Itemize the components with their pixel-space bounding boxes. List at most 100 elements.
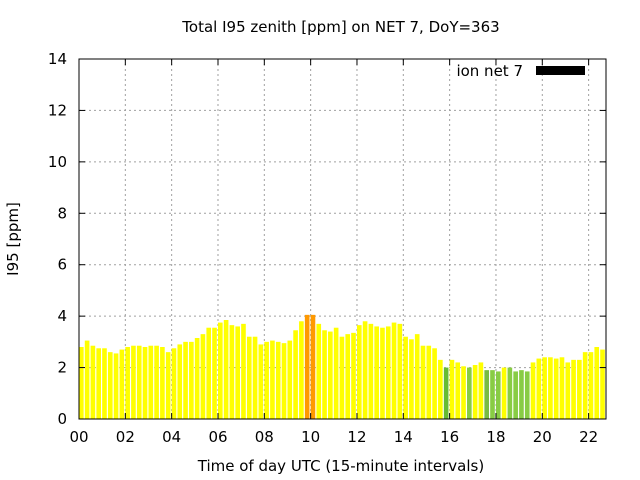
bar xyxy=(339,336,345,419)
y-tick-label: 8 xyxy=(57,204,67,222)
bar xyxy=(310,314,316,419)
bar xyxy=(328,331,333,419)
bar xyxy=(287,340,293,419)
bar xyxy=(548,357,553,419)
bar xyxy=(119,349,125,419)
bar xyxy=(385,326,391,419)
bar xyxy=(206,327,212,419)
bar xyxy=(171,348,177,419)
bar xyxy=(513,371,518,419)
bar xyxy=(432,348,437,419)
bar xyxy=(322,330,327,419)
bar xyxy=(264,341,269,419)
bar xyxy=(501,367,507,419)
bar xyxy=(577,359,582,419)
bar xyxy=(177,344,183,419)
bar xyxy=(241,323,246,419)
bar xyxy=(362,321,368,419)
x-tick-label: 18 xyxy=(486,428,505,446)
bar xyxy=(223,320,229,419)
bar xyxy=(258,344,264,419)
bar xyxy=(189,341,194,419)
bar xyxy=(484,370,490,419)
bar xyxy=(270,340,275,419)
bar xyxy=(438,359,443,419)
bar xyxy=(235,326,240,419)
legend-swatch xyxy=(536,66,585,75)
bar xyxy=(409,339,414,419)
y-tick-label: 4 xyxy=(57,307,67,325)
bars xyxy=(79,314,605,419)
bar xyxy=(420,345,426,419)
bar xyxy=(553,358,559,419)
x-tick-label: 06 xyxy=(208,428,227,446)
x-tick-label: 12 xyxy=(347,428,366,446)
bar xyxy=(125,347,130,419)
bar xyxy=(467,367,472,419)
legend: ion net 7 xyxy=(456,62,585,80)
bar xyxy=(194,338,200,419)
bar xyxy=(316,323,322,419)
bar xyxy=(582,352,588,419)
bar xyxy=(414,334,420,419)
bar xyxy=(588,352,594,419)
bar xyxy=(455,362,461,419)
x-tick-label: 02 xyxy=(116,428,135,446)
x-axis-label: Time of day UTC (15-minute intervals) xyxy=(197,457,484,475)
plot-frame xyxy=(78,58,607,420)
x-tick-label: 00 xyxy=(69,428,88,446)
bar xyxy=(102,348,107,419)
bar xyxy=(84,340,90,419)
bar xyxy=(449,359,455,419)
y-tick-label: 10 xyxy=(48,153,67,171)
bar xyxy=(495,371,501,419)
bar xyxy=(200,334,206,419)
bar xyxy=(374,326,379,419)
bar xyxy=(397,323,403,419)
bar xyxy=(426,345,432,419)
bar xyxy=(472,365,478,419)
bar xyxy=(293,330,298,419)
bar xyxy=(154,345,159,419)
y-tick-label: 14 xyxy=(48,50,67,68)
bar xyxy=(536,358,542,419)
y-tick-label: 2 xyxy=(57,359,67,377)
bar xyxy=(356,325,362,419)
bar xyxy=(351,332,356,419)
bar xyxy=(165,352,171,419)
bar xyxy=(391,322,397,419)
bar xyxy=(478,362,484,419)
bar xyxy=(368,323,374,419)
x-tick-label: 04 xyxy=(162,428,181,446)
bar xyxy=(212,327,217,419)
chart-title: Total I95 zenith [ppm] on NET 7, DoY=363 xyxy=(181,18,499,36)
bar xyxy=(136,345,142,419)
bar xyxy=(594,347,600,419)
y-tick-label: 0 xyxy=(57,410,67,428)
bar xyxy=(600,349,605,419)
bar xyxy=(507,367,513,419)
bar xyxy=(217,322,223,419)
bar xyxy=(107,352,113,419)
bar xyxy=(281,343,287,419)
bar xyxy=(490,370,495,419)
x-tick-label: 22 xyxy=(579,428,598,446)
bar xyxy=(524,371,530,419)
x-tick-label: 08 xyxy=(255,428,274,446)
bar xyxy=(90,345,96,419)
bar xyxy=(229,325,235,419)
bar xyxy=(461,366,466,419)
x-tick-label: 10 xyxy=(301,428,320,446)
bar xyxy=(559,357,565,419)
bar xyxy=(148,345,154,419)
bar xyxy=(542,357,547,419)
bar xyxy=(183,341,188,419)
bar xyxy=(443,367,449,419)
bar xyxy=(96,348,102,419)
y-axis-label: I95 [ppm] xyxy=(4,202,22,276)
y-tick-label: 12 xyxy=(48,101,67,119)
bar xyxy=(519,370,524,419)
x-tick-label: 20 xyxy=(533,428,552,446)
